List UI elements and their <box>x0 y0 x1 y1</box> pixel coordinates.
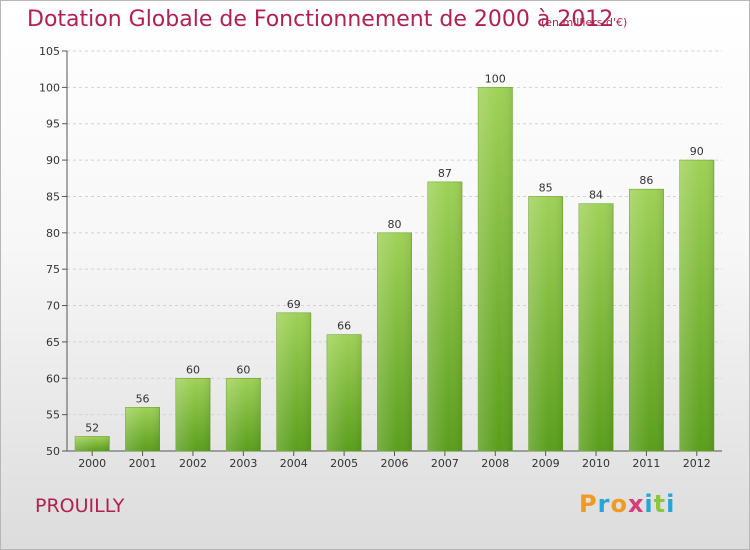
x-tick-label: 2009 <box>532 457 560 470</box>
label-layer: 50 55 60 65 70 75 80 85 90 95 100 105 52 2000 56 2001 60… <box>39 45 711 470</box>
bar-value-label: 87 <box>438 167 452 180</box>
y-tick-label: 55 <box>46 409 60 422</box>
bar-shade <box>75 436 110 451</box>
bar-shade <box>226 378 261 451</box>
y-tick-label: 100 <box>39 81 60 94</box>
y-tick-label: 85 <box>46 190 60 203</box>
logo-letter: P <box>579 490 598 518</box>
y-tick-label: 80 <box>46 227 60 240</box>
bar-value-label: 69 <box>287 298 301 311</box>
logo-letter: o <box>610 490 628 518</box>
y-tick-label: 60 <box>46 372 60 385</box>
x-tick-label: 2007 <box>431 457 459 470</box>
x-tick-label: 2005 <box>330 457 358 470</box>
bar-shade <box>427 181 463 451</box>
bar-value-label: 90 <box>690 145 704 158</box>
y-tick-label: 95 <box>46 118 60 131</box>
x-tick-label: 2000 <box>78 457 106 470</box>
bar-value-label: 56 <box>136 392 150 405</box>
y-tick-label: 70 <box>46 300 60 313</box>
y-tick-label: 105 <box>39 45 60 58</box>
logo-letter: i <box>644 490 654 518</box>
bar-value-label: 66 <box>337 320 351 333</box>
logo-letter: i <box>666 490 676 518</box>
x-tick-label: 2008 <box>481 457 509 470</box>
x-tick-label: 2001 <box>129 457 157 470</box>
x-tick-label: 2006 <box>381 457 409 470</box>
bar-shade <box>276 312 311 451</box>
y-tick-label: 50 <box>46 445 60 458</box>
bar-value-label: 84 <box>589 189 603 202</box>
bar-value-label: 86 <box>639 174 653 187</box>
bar-layer <box>74 87 715 452</box>
bar-value-label: 52 <box>85 421 99 434</box>
bar-value-label: 60 <box>186 363 200 376</box>
x-tick-label: 2010 <box>582 457 610 470</box>
bar-shade <box>679 160 714 451</box>
bar-shade <box>578 203 614 451</box>
logo-letter: x <box>627 490 645 518</box>
proxiti-logo: Proxiti <box>579 490 675 518</box>
bar-shade <box>528 196 563 451</box>
logo-letter: t <box>653 490 667 518</box>
bar-value-label: 80 <box>388 218 402 231</box>
chart-title: Dotation Globale de Fonctionnement de 20… <box>27 7 614 32</box>
x-tick-label: 2002 <box>179 457 207 470</box>
y-tick-label: 65 <box>46 336 60 349</box>
bar-shade <box>175 378 211 451</box>
logo-letter: r <box>597 490 611 518</box>
bar-shade <box>125 407 160 451</box>
y-tick-label: 75 <box>46 263 60 276</box>
x-tick-label: 2003 <box>229 457 257 470</box>
bar-shade <box>478 87 513 451</box>
y-tick-label: 90 <box>46 154 60 167</box>
chart-unit: (en milliers d'€) <box>541 16 628 29</box>
bar-shade <box>326 334 362 451</box>
bar-value-label: 100 <box>485 72 506 85</box>
bar-value-label: 85 <box>539 181 553 194</box>
x-tick-label: 2004 <box>280 457 308 470</box>
x-tick-label: 2011 <box>632 457 660 470</box>
bar-shade <box>629 189 664 451</box>
commune-name: PROUILLY <box>35 495 125 517</box>
x-tick-label: 2012 <box>683 457 711 470</box>
bar-shade <box>377 232 412 451</box>
bar-value-label: 60 <box>236 363 250 376</box>
